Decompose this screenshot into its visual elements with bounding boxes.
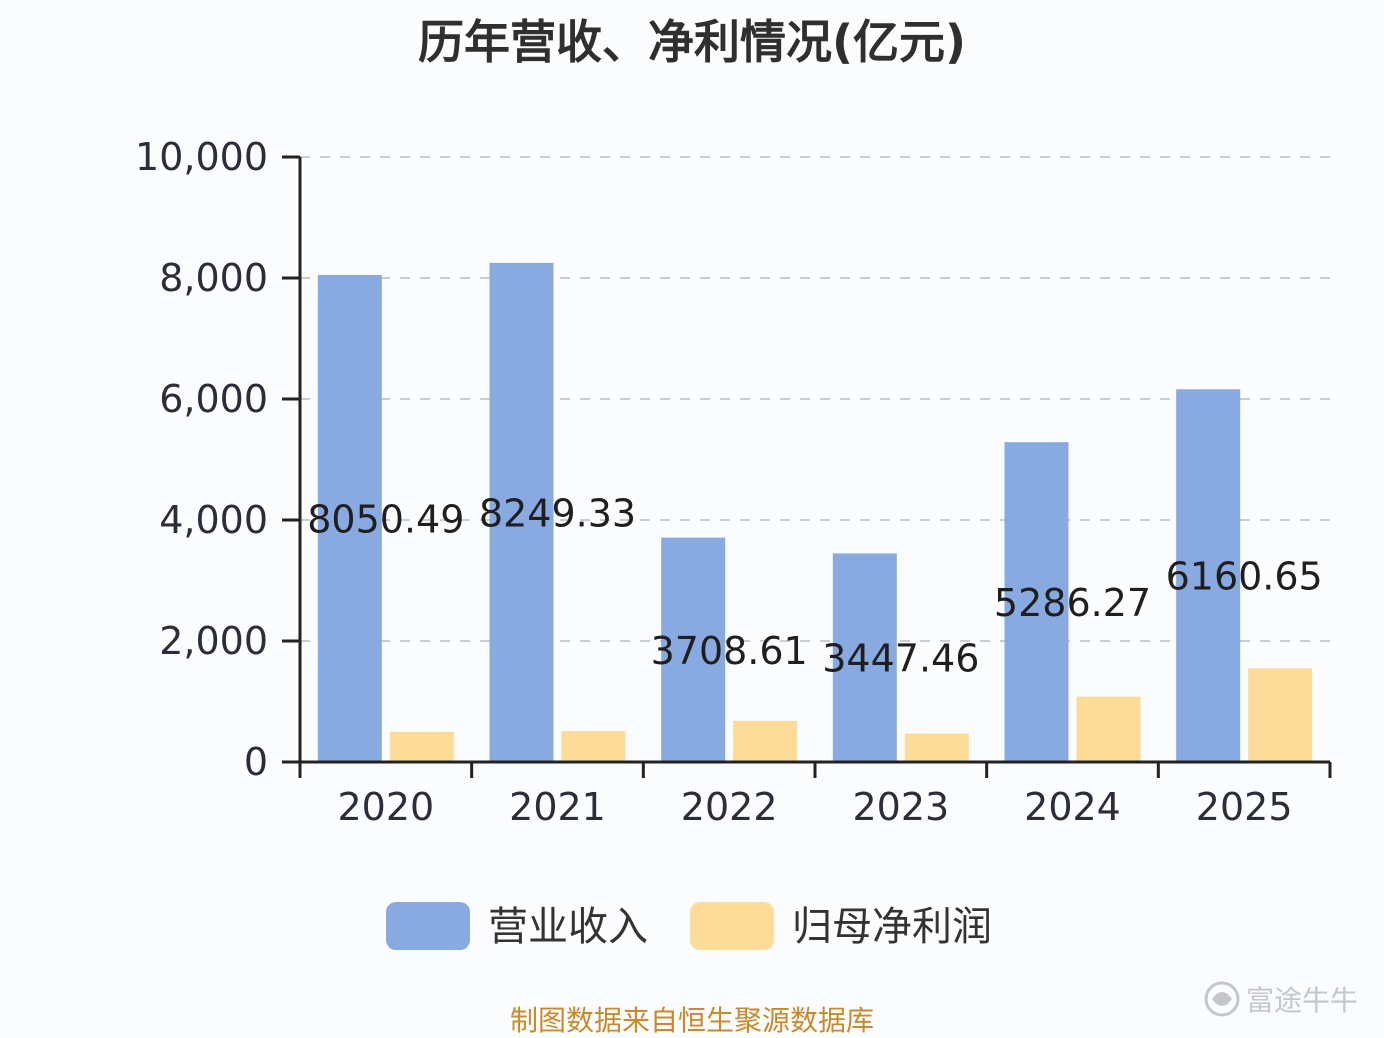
bar-net-profit: [904, 733, 969, 762]
data-labels: 8050.49 8249.33 3708.61 3447.46 5286.27 6160.…: [307, 491, 1322, 680]
data-label: 3447.46: [822, 637, 979, 681]
x-tick-label: 2021: [509, 785, 606, 829]
bar-net-profit: [1248, 668, 1313, 762]
legend-swatch: [690, 902, 774, 950]
bar-net-profit: [561, 731, 626, 762]
x-tick-label: 2022: [681, 785, 778, 829]
bar-net-profit: [389, 731, 454, 762]
y-tick-label: 4,000: [159, 498, 268, 542]
x-tick-label: 2023: [852, 785, 949, 829]
data-label: 5286.27: [994, 581, 1151, 625]
y-tick-label: 0: [244, 740, 268, 784]
legend-swatch: [386, 902, 470, 950]
bars: [317, 262, 1313, 762]
bar-net-profit: [733, 720, 798, 762]
watermark-text: 富途牛牛: [1246, 984, 1358, 1017]
watermark: 富途牛牛: [1204, 981, 1358, 1017]
bar-revenue: [317, 274, 382, 762]
legend-label: 营业收入: [488, 904, 648, 950]
futu-logo-icon: [1204, 981, 1240, 1017]
y-tick-label: 10,000: [135, 135, 268, 179]
bar-revenue: [489, 262, 554, 762]
bar-revenue: [1176, 389, 1241, 762]
y-tick-label: 8,000: [159, 256, 268, 300]
bar-revenue: [832, 553, 897, 762]
y-tick-label: 2,000: [159, 619, 268, 663]
axes: 0 2,000 4,000 6,000 8,000 10,000 2020 2021 2022 2…: [135, 135, 1332, 829]
y-tick-label: 6,000: [159, 377, 268, 421]
bar-net-profit: [1076, 696, 1141, 762]
bar-revenue: [1004, 442, 1069, 762]
x-tick-label: 2020: [337, 785, 434, 829]
data-label: 8050.49: [307, 497, 464, 541]
legend: 营业收入 归母净利润: [386, 902, 992, 950]
data-label: 8249.33: [479, 491, 636, 535]
bar-revenue: [661, 537, 726, 762]
x-tick-label: 2024: [1024, 785, 1121, 829]
legend-label: 归母净利润: [792, 904, 992, 950]
source-note: 制图数据来自恒生聚源数据库: [510, 1004, 874, 1037]
chart-title: 历年营收、净利情况(亿元): [418, 15, 966, 69]
data-label: 3708.61: [651, 629, 808, 673]
data-label: 6160.65: [1166, 555, 1323, 599]
x-tick-label: 2025: [1196, 785, 1293, 829]
